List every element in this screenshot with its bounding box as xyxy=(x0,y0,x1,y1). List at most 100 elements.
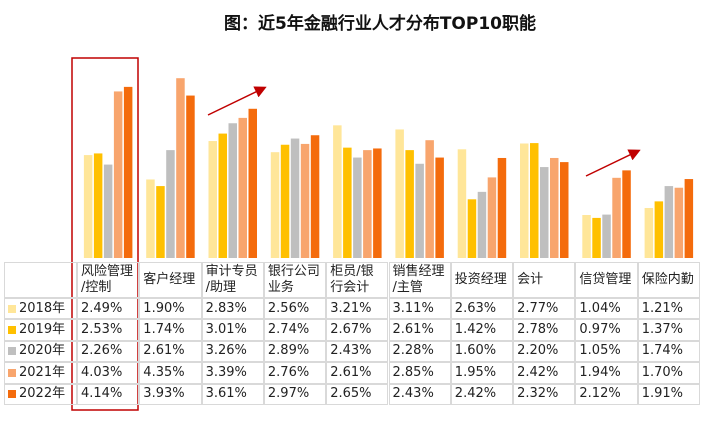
bar xyxy=(353,157,362,258)
category-label: 投资经理 xyxy=(450,262,514,298)
value-label: 3.11% xyxy=(388,298,451,320)
value-label: 2.28% xyxy=(388,340,451,363)
value-label: 2.32% xyxy=(513,383,576,405)
value-label: 1.94% xyxy=(575,362,638,384)
bar xyxy=(530,143,539,258)
value-label: 2.43% xyxy=(388,383,451,405)
value-label: 1.42% xyxy=(450,319,514,341)
value-label: 3.93% xyxy=(139,383,202,405)
bar xyxy=(113,91,123,258)
value-label: 2.43% xyxy=(326,340,389,363)
legend-label: 2019年 xyxy=(19,322,66,338)
value-label: 1.74% xyxy=(637,340,700,363)
value-label: 2.89% xyxy=(263,340,327,363)
legend-cell: 2019年 xyxy=(4,319,77,341)
value-label: 2.85% xyxy=(388,362,451,384)
value-label: 2.67% xyxy=(326,319,389,341)
bar xyxy=(186,95,195,258)
category-label: 会计 xyxy=(513,262,576,298)
chart-title: 图：近5年金融行业人才分布TOP10职能 xyxy=(224,13,536,34)
category-label: 信贷管理 xyxy=(575,262,638,298)
value-label: 2.83% xyxy=(201,298,264,320)
value-label: 2.65% xyxy=(326,383,389,405)
bar xyxy=(405,150,414,258)
bar xyxy=(582,215,591,258)
bar xyxy=(415,163,424,258)
table-corner xyxy=(4,262,77,298)
value-label: 4.35% xyxy=(139,362,202,384)
value-label: 1.04% xyxy=(575,298,638,320)
bar xyxy=(228,123,237,259)
value-label: 3.61% xyxy=(201,383,264,405)
legend-label: 2018年 xyxy=(19,300,66,316)
bar xyxy=(156,186,165,258)
bar xyxy=(93,153,103,258)
category-label: 审计专员 /助理 xyxy=(201,262,264,298)
bar xyxy=(373,148,382,258)
bar xyxy=(520,143,529,258)
bar xyxy=(123,86,133,258)
value-label: 2.63% xyxy=(450,298,514,320)
bar xyxy=(218,133,227,258)
bar xyxy=(477,191,487,258)
bar xyxy=(654,201,664,258)
value-label: 2.61% xyxy=(139,340,202,363)
value-label: 1.95% xyxy=(450,362,514,384)
bar xyxy=(280,144,290,258)
highlight-box xyxy=(71,57,139,411)
bar xyxy=(425,140,434,258)
value-label: 1.60% xyxy=(450,340,514,363)
value-label: 1.74% xyxy=(139,319,202,341)
bar xyxy=(467,199,477,258)
legend-label: 2020年 xyxy=(19,343,66,359)
value-label: 4.03% xyxy=(77,362,140,384)
bar xyxy=(560,162,569,258)
value-label: 2.77% xyxy=(513,298,576,320)
bar xyxy=(166,150,175,258)
bar xyxy=(612,177,621,258)
bar xyxy=(310,135,320,258)
bar xyxy=(550,157,559,258)
bar xyxy=(83,155,93,258)
bar xyxy=(592,217,601,258)
bar xyxy=(238,117,247,258)
category-label: 风险管理 /控制 xyxy=(77,262,140,298)
trend-arrow xyxy=(585,149,641,177)
bar xyxy=(435,157,444,258)
bar xyxy=(684,179,694,258)
value-label: 2.56% xyxy=(263,298,327,320)
legend-label: 2022年 xyxy=(19,386,66,402)
bar xyxy=(176,78,185,258)
legend-cell: 2018年 xyxy=(4,298,77,320)
legend-cell: 2022年 xyxy=(4,383,77,405)
bar xyxy=(270,152,280,258)
value-label: 1.37% xyxy=(637,319,700,341)
value-label: 0.97% xyxy=(575,319,638,341)
legend-swatch xyxy=(8,326,16,335)
value-label: 2.20% xyxy=(513,340,576,363)
value-label: 2.74% xyxy=(263,319,327,341)
value-label: 1.91% xyxy=(637,383,700,405)
bar xyxy=(248,108,257,258)
value-label: 4.14% xyxy=(77,383,140,405)
value-label: 1.70% xyxy=(637,362,700,384)
category-label: 客户经理 xyxy=(139,262,202,298)
value-label: 1.21% xyxy=(637,298,700,320)
bar xyxy=(208,141,217,258)
legend-cell: 2021年 xyxy=(4,362,77,384)
bar xyxy=(300,143,310,258)
bar xyxy=(622,170,631,258)
value-label: 2.61% xyxy=(388,319,451,341)
category-label: 柜员/银 行会计 xyxy=(326,262,389,298)
category-label: 销售经理 /主管 xyxy=(388,262,451,298)
category-label: 保险内勤 xyxy=(637,262,700,298)
value-label: 2.61% xyxy=(326,362,389,384)
bar xyxy=(540,167,549,258)
value-label: 2.26% xyxy=(77,340,140,363)
value-label: 2.42% xyxy=(513,362,576,384)
bar xyxy=(664,186,674,258)
bar xyxy=(497,157,507,258)
bar xyxy=(674,187,684,258)
value-label: 3.21% xyxy=(326,298,389,320)
